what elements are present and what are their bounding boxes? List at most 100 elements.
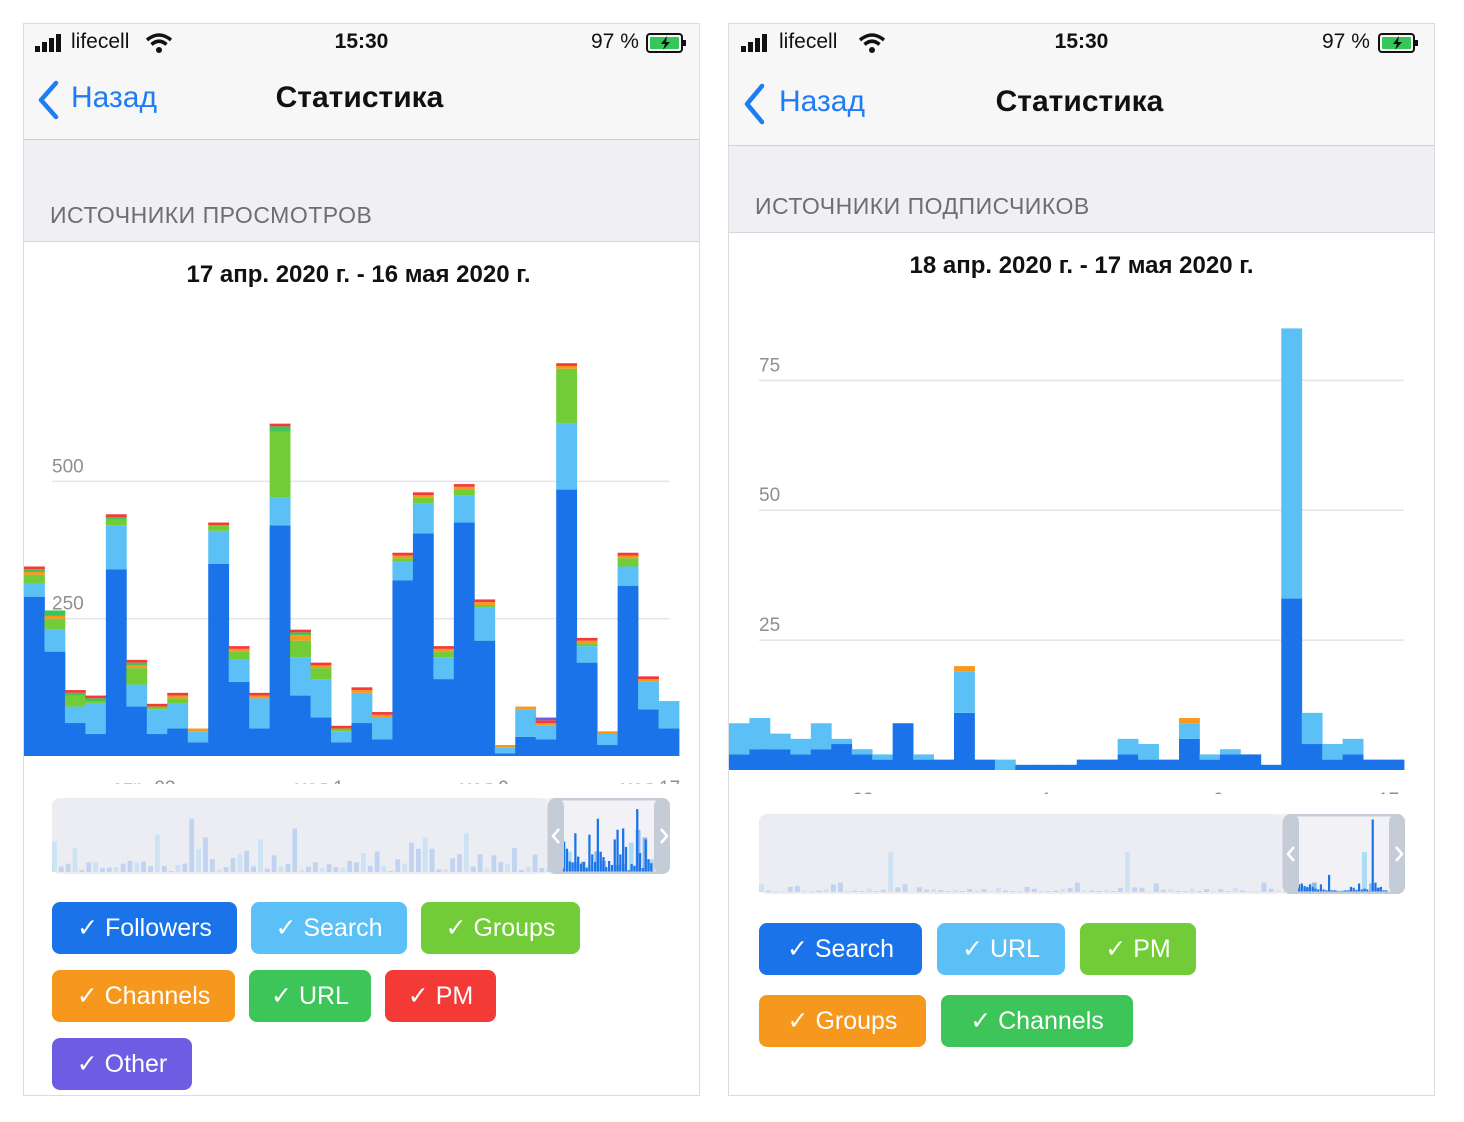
bar-segment-search[interactable]: [24, 582, 45, 597]
bar-segment-channels[interactable]: [392, 555, 414, 559]
filter-chip-pm[interactable]: ✓ PM: [1080, 923, 1196, 975]
bar-segment-url[interactable]: [872, 754, 894, 760]
bar-segment-channels[interactable]: [453, 486, 475, 490]
bar-segment-groups[interactable]: [64, 695, 86, 707]
bar-segment-search[interactable]: [392, 560, 414, 581]
filter-chip-groups[interactable]: ✓ Groups: [759, 995, 926, 1047]
bar-segment-search[interactable]: [1097, 759, 1119, 770]
bar-segment-groups[interactable]: [208, 525, 230, 531]
bar-segment-groups[interactable]: [44, 618, 66, 630]
bar-segment-url[interactable]: [769, 733, 791, 750]
bar-segment-url[interactable]: [831, 738, 853, 745]
bar-segment-url[interactable]: [290, 632, 311, 636]
bar-segment-search[interactable]: [638, 681, 659, 710]
bar-segment-groups[interactable]: [85, 701, 107, 704]
bar-segment-pm[interactable]: [228, 646, 250, 649]
bar-segment-search[interactable]: [1363, 759, 1384, 770]
bar-segment-groups[interactable]: [310, 668, 332, 680]
filter-chip-pm[interactable]: ✓ PM: [385, 970, 496, 1022]
bar-segment-search[interactable]: [831, 744, 853, 770]
filter-chip-search[interactable]: ✓ Search: [759, 923, 922, 975]
bar-segment-followers[interactable]: [44, 651, 66, 756]
range-navigator[interactable]: [759, 814, 1405, 894]
bar-segment-followers[interactable]: [85, 734, 107, 756]
bar-segment-channels[interactable]: [249, 695, 271, 699]
bar-segment-search[interactable]: [1056, 764, 1078, 770]
bar-segment-channels[interactable]: [535, 723, 557, 726]
bar-segment-followers[interactable]: [187, 742, 209, 756]
bar-segment-search[interactable]: [187, 731, 209, 743]
bar-segment-search[interactable]: [913, 759, 934, 770]
bar-segment-followers[interactable]: [126, 706, 148, 756]
bar-segment-groups[interactable]: [331, 728, 352, 732]
bar-segment-groups[interactable]: [24, 574, 45, 583]
bar-segment-url[interactable]: [85, 698, 107, 702]
bar-segment-search[interactable]: [44, 629, 66, 652]
bar-segment-url[interactable]: [810, 723, 832, 750]
bar-segment-url[interactable]: [1117, 738, 1139, 755]
bar-segment-pm[interactable]: [474, 599, 496, 603]
views-sources-chart[interactable]: 0250500апр. 23мая 1мая 9мая 17: [24, 324, 699, 784]
bar-segment-groups[interactable]: [1179, 718, 1200, 724]
bar-segment-pm[interactable]: [371, 712, 393, 715]
filter-chip-other[interactable]: ✓ Other: [52, 1038, 192, 1090]
bar-segment-search[interactable]: [851, 754, 873, 770]
bar-segment-url[interactable]: [749, 718, 771, 750]
bar-segment-channels[interactable]: [24, 571, 45, 575]
bar-segment-pm[interactable]: [249, 692, 271, 696]
bar-segment-channels[interactable]: [44, 615, 66, 619]
bar-segment-followers[interactable]: [515, 736, 537, 756]
bar-segment-url[interactable]: [954, 671, 975, 713]
bar-segment-search[interactable]: [1342, 754, 1364, 770]
bar-segment-pm[interactable]: [535, 720, 557, 724]
bar-segment-channels[interactable]: [351, 690, 373, 693]
bar-segment-url[interactable]: [1281, 328, 1303, 599]
bar-segment-pm[interactable]: [105, 514, 127, 518]
bar-segment-search[interactable]: [126, 684, 148, 707]
bar-segment-followers[interactable]: [412, 533, 434, 756]
bar-segment-search[interactable]: [1322, 759, 1344, 770]
bar-segment-pm[interactable]: [85, 695, 107, 699]
chevron-left-icon[interactable]: [36, 80, 60, 120]
bar-segment-followers[interactable]: [228, 681, 250, 756]
bar-segment-search[interactable]: [974, 759, 996, 770]
bar-segment-pm[interactable]: [146, 703, 168, 707]
bar-segment-pm[interactable]: [331, 725, 352, 729]
filter-chip-followers[interactable]: ✓ Followers: [52, 902, 237, 954]
bar-segment-followers[interactable]: [433, 679, 455, 756]
bar-segment-followers[interactable]: [269, 525, 291, 756]
bar-segment-followers[interactable]: [392, 580, 414, 756]
bar-segment-url[interactable]: [126, 662, 148, 666]
bar-segment-search[interactable]: [769, 749, 791, 770]
bar-segment-other[interactable]: [535, 717, 557, 721]
bar-segment-pm[interactable]: [310, 662, 332, 666]
filter-chip-url[interactable]: ✓ URL: [937, 923, 1065, 975]
bar-segment-search[interactable]: [1035, 764, 1057, 770]
bar-segment-search[interactable]: [249, 698, 271, 729]
bar-segment-followers[interactable]: [494, 753, 516, 756]
bar-segment-pm[interactable]: [638, 676, 659, 680]
bar-segment-search[interactable]: [371, 717, 393, 740]
bar-segment-channels[interactable]: [412, 495, 434, 498]
bar-segment-channels[interactable]: [597, 731, 618, 735]
bar-segment-groups[interactable]: [576, 643, 598, 647]
bar-segment-url[interactable]: [1301, 712, 1323, 745]
bar-segment-channels[interactable]: [310, 665, 332, 669]
bar-segment-search[interactable]: [749, 749, 771, 770]
bar-segment-url[interactable]: [1179, 723, 1200, 739]
bar-segment-search[interactable]: [729, 754, 750, 770]
bar-segment-search[interactable]: [433, 657, 455, 680]
bar-segment-pm[interactable]: [126, 659, 148, 663]
bar-segment-followers[interactable]: [371, 739, 393, 756]
bar-segment-pm[interactable]: [453, 484, 475, 487]
bar-segment-groups[interactable]: [954, 666, 975, 672]
bar-segment-search[interactable]: [310, 679, 332, 718]
right-handle[interactable]: [654, 798, 670, 874]
right-handle[interactable]: [1389, 814, 1405, 894]
bar-segment-url[interactable]: [269, 426, 291, 432]
bar-segment-search[interactable]: [228, 659, 250, 682]
bar-segment-search[interactable]: [576, 646, 598, 663]
bar-segment-pm[interactable]: [433, 646, 455, 649]
bar-segment-pm[interactable]: [556, 363, 578, 366]
bar-segment-search[interactable]: [331, 731, 352, 743]
